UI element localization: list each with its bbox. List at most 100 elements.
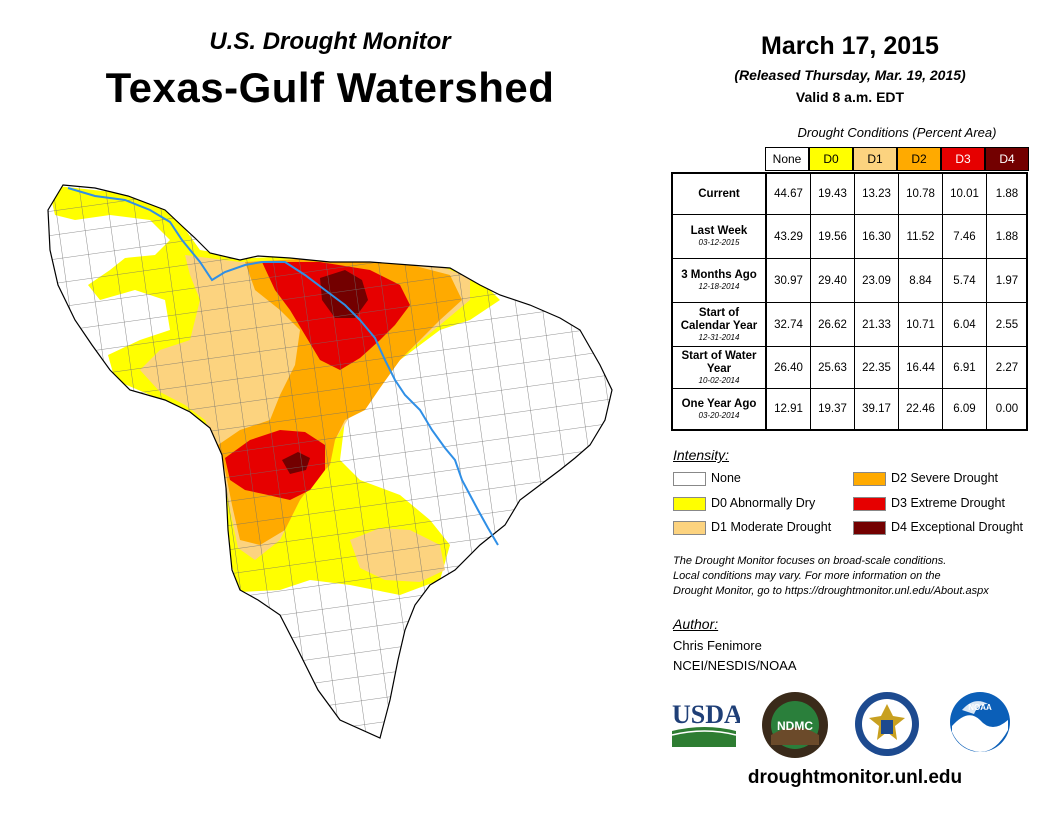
table-cell: 16.30 — [855, 215, 899, 258]
table-cell: 2.27 — [995, 361, 1019, 374]
row-label-main: Current — [698, 187, 740, 200]
table-cell: 44.67 — [767, 174, 811, 214]
legend-swatch — [853, 521, 886, 535]
legend-swatch — [853, 497, 886, 511]
legend-label: D3 Extreme Drought — [891, 496, 1005, 510]
table-row: Start of Calendar Year 12-31-2014 32.74 26.… — [673, 303, 1026, 347]
table-cell: 19.43 — [811, 174, 855, 214]
table-cell: 0.00 — [995, 403, 1019, 415]
row-label: Start of Calendar Year 12-31-2014 — [673, 303, 767, 346]
table-cell: 26.40 — [767, 347, 811, 388]
table-body: Current 44.67 19.43 13.23 10.78 10.01 1.88 Last… — [671, 172, 1028, 431]
table-cell: 43.29 — [767, 215, 811, 258]
commerce-seal — [855, 692, 919, 756]
table-row: Last Week 03-12-2015 43.29 19.56 16.30 11.52 7… — [673, 215, 1026, 259]
row-label-date: 03-12-2015 — [698, 238, 740, 247]
drought-map — [47, 184, 613, 739]
table-cell: 16.44 — [899, 347, 943, 388]
table-cell: 2.55 — [995, 318, 1019, 331]
legend-label: D0 Abnormally Dry — [711, 496, 816, 510]
table-cell: 1.97 — [995, 274, 1019, 287]
ndmc-logo: NDMC — [762, 692, 828, 758]
conditions-table-title: Drought Conditions (Percent Area) — [797, 125, 997, 140]
disclaimer-line: The Drought Monitor focuses on broad-sca… — [673, 555, 947, 567]
table-cell: 6.91 — [943, 347, 987, 388]
table-row: One Year Ago 03-20-2014 12.91 19.37 39.17 22.… — [673, 389, 1026, 429]
table-cell: 1.88 — [995, 188, 1019, 200]
usda-logo-text: USDA — [672, 700, 740, 729]
table-cell: 12.91 — [767, 389, 811, 429]
table-cell: 10.78 — [899, 174, 943, 214]
ndmc-logo-text: NDMC — [777, 719, 813, 733]
release-date: (Released Thursday, Mar. 19, 2015) — [734, 67, 966, 83]
legend-swatch — [853, 472, 886, 486]
conditions-table: None D0 D1 D2 D3 D4 Current 44.67 19.43 13.23 10.7… — [671, 147, 1029, 431]
legend-title: Intensity: — [673, 447, 730, 463]
row-label-date: 10-02-2014 — [698, 375, 740, 385]
legend-label: None — [711, 471, 741, 485]
table-cell: 32.74 — [767, 303, 811, 346]
table-cell: 8.84 — [899, 259, 943, 302]
column-header: D2 — [897, 147, 941, 171]
table-cell: 10.71 — [899, 303, 943, 346]
table-cell: 22.35 — [855, 347, 899, 388]
row-label-main: Last Week — [690, 225, 748, 237]
table-row: 3 Months Ago 12-18-2014 30.97 29.40 23.09 8.8… — [673, 259, 1026, 303]
table-cell: 39.17 — [855, 389, 899, 429]
row-label: Start of Water Year 10-02-2014 — [673, 347, 767, 388]
usda-logo: USDA — [671, 700, 740, 747]
disclaimer-line: Drought Monitor, go to https://droughtmo… — [673, 585, 989, 597]
noaa-logo-text: NOAA — [968, 703, 992, 712]
county-lines — [48, 185, 612, 738]
table-row: Start of Water Year 10-02-2014 26.40 25.63 2… — [673, 347, 1026, 389]
row-label: Last Week 03-12-2015 — [673, 215, 767, 258]
column-header: None — [765, 147, 809, 171]
table-cell: 11.52 — [899, 215, 943, 258]
row-label: One Year Ago 03-20-2014 — [673, 389, 767, 429]
row-label: Current — [673, 174, 767, 214]
table-cell: 22.46 — [899, 389, 943, 429]
legend-swatch — [673, 472, 706, 486]
legend-label: D4 Exceptional Drought — [891, 520, 1024, 534]
river-line — [67, 187, 499, 546]
legend-label: D2 Severe Drought — [891, 471, 999, 485]
row-label: 3 Months Ago 12-18-2014 — [673, 259, 767, 302]
row-label-main: One Year Ago — [681, 397, 757, 410]
map-subtitle: U.S. Drought Monitor — [209, 28, 451, 55]
table-cell: 6.04 — [943, 303, 987, 346]
table-cell: 13.23 — [855, 174, 899, 214]
table-cell: 1.88 — [995, 230, 1019, 243]
legend-swatch — [673, 521, 706, 535]
map-date: March 17, 2015 — [761, 32, 939, 60]
map-title: Texas-Gulf Watershed — [105, 64, 555, 111]
footer-url[interactable]: droughtmonitor.unl.edu — [747, 767, 963, 788]
row-label-date: 03-20-2014 — [698, 410, 740, 420]
table-cell: 29.40 — [811, 259, 855, 302]
noaa-logo: NOAA — [950, 692, 1010, 752]
table-cell: 25.63 — [811, 347, 855, 388]
watershed-boundary — [47, 184, 613, 739]
author-org: NCEI/NESDIS/NOAA — [673, 658, 797, 673]
row-label-main: Start of Water Year — [681, 349, 757, 375]
table-cell: 23.09 — [855, 259, 899, 302]
row-label-date: 12-18-2014 — [698, 282, 740, 291]
column-header: D0 — [809, 147, 853, 171]
table-cell: 19.37 — [811, 389, 855, 429]
table-cell: 26.62 — [811, 303, 855, 346]
table-cell: 10.01 — [943, 174, 987, 214]
table-cell: 21.33 — [855, 303, 899, 346]
table-row: Current 44.67 19.43 13.23 10.78 10.01 1.88 — [673, 174, 1026, 215]
column-header: D1 — [853, 147, 897, 171]
table-cell: 7.46 — [943, 215, 987, 258]
column-header: D4 — [985, 147, 1029, 171]
valid-time: Valid 8 a.m. EDT — [795, 89, 905, 105]
table-cell: 19.56 — [811, 215, 855, 258]
table-cell: 6.09 — [943, 389, 987, 429]
row-label-main: Start of Calendar Year — [680, 306, 758, 332]
author-name: Chris Fenimore — [673, 638, 762, 653]
table-cell: 5.74 — [943, 259, 987, 302]
disclaimer-line: Local conditions may vary. For more info… — [673, 570, 941, 582]
disclaimer: The Drought Monitor focuses on broad-sca… — [673, 554, 1043, 599]
legend-swatch — [673, 497, 706, 511]
column-header: D3 — [941, 147, 985, 171]
